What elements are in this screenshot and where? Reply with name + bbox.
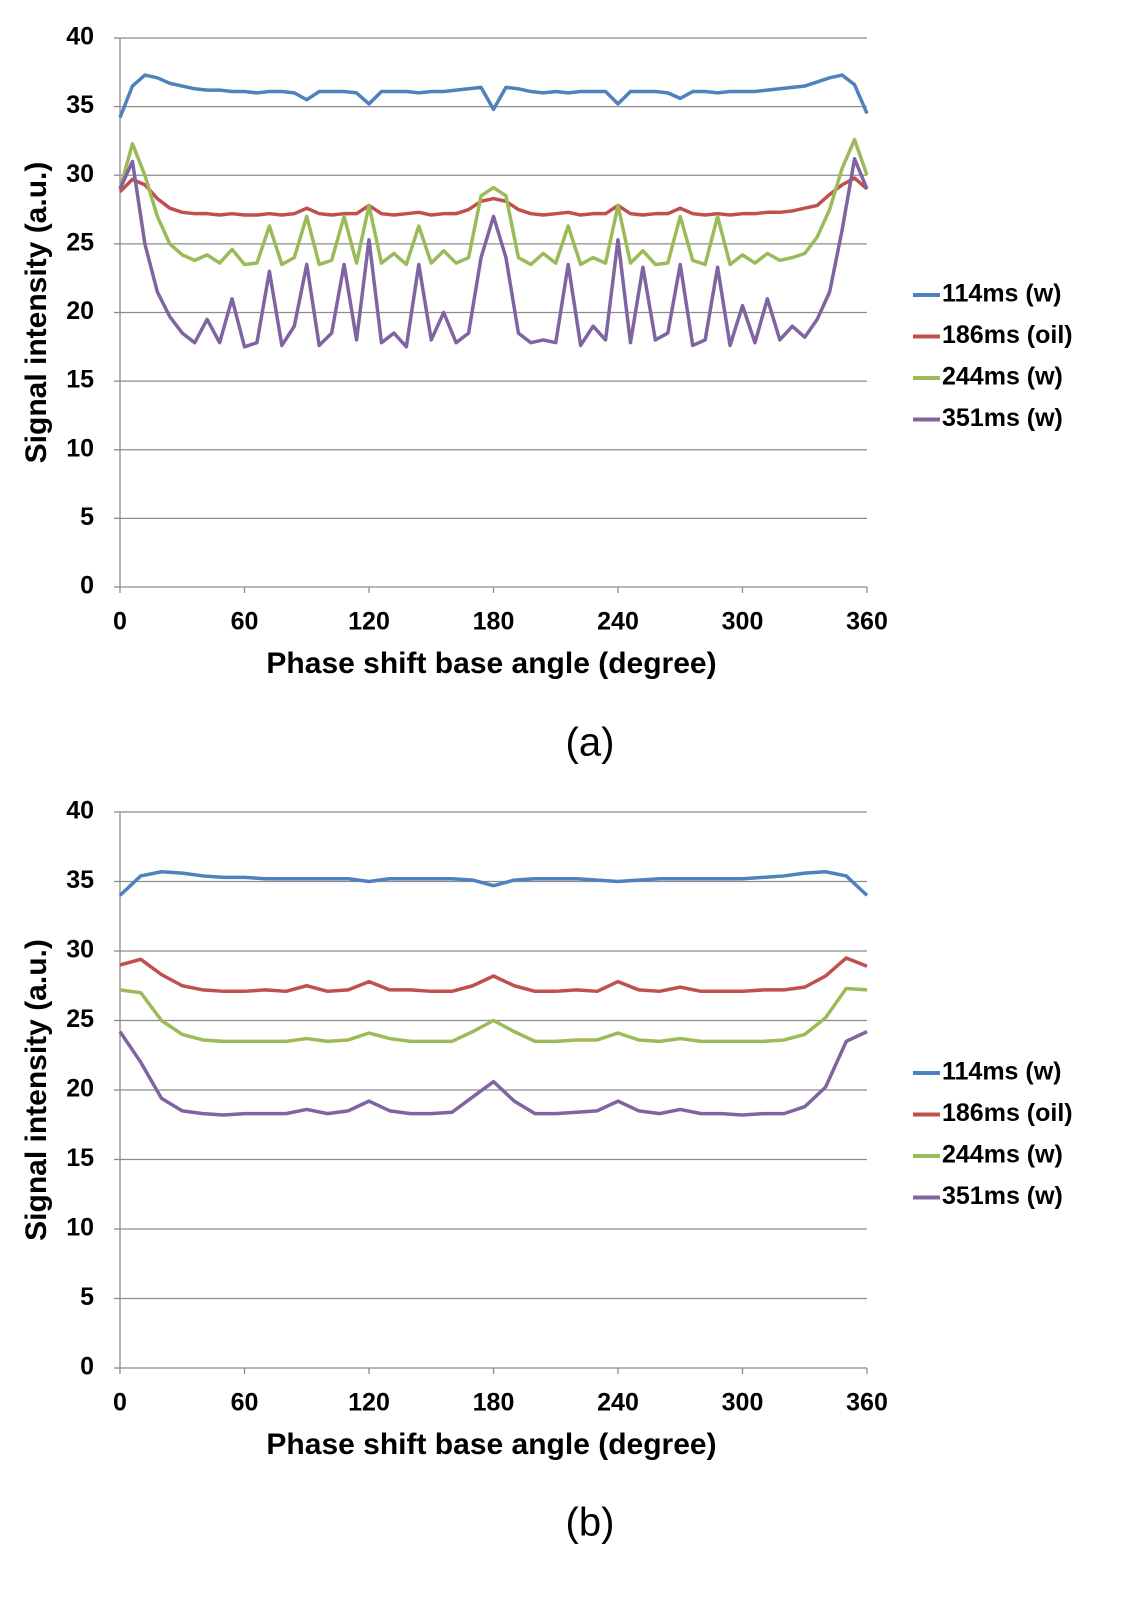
x-tick-label: 240 (597, 1389, 639, 1417)
y-tick-label: 0 (80, 1353, 94, 1381)
x-tick-label: 360 (846, 1389, 888, 1417)
legend-label: 351ms (w) (942, 1182, 1063, 1210)
series-line (118, 157, 869, 349)
y-tick-label: 40 (66, 23, 94, 51)
y-tick-label: 10 (66, 434, 94, 462)
y-tick-label: 5 (80, 1283, 94, 1311)
series-line (119, 986, 868, 1044)
y-axis-title: Signal intensity (a.u.) (20, 939, 53, 1241)
x-tick-label: 0 (113, 608, 127, 636)
x-tick-label: 240 (597, 608, 639, 636)
series-line (119, 956, 868, 994)
y-tick-label: 35 (66, 866, 94, 894)
x-tick-label: 300 (722, 1389, 764, 1417)
y-tick-label: 5 (80, 503, 94, 531)
series-line (118, 176, 869, 217)
legend-label: 186ms (oil) (942, 1099, 1073, 1127)
x-tick-label: 120 (348, 1389, 390, 1417)
x-tick-label: 120 (348, 608, 390, 636)
y-tick-label: 0 (80, 572, 94, 600)
y-tick-label: 30 (66, 936, 94, 964)
y-axis-title: Signal intensity (a.u.) (20, 162, 53, 464)
y-tick-label: 20 (66, 297, 94, 325)
series-line (118, 870, 869, 897)
y-tick-label: 25 (66, 1005, 94, 1033)
y-tick-label: 10 (66, 1214, 94, 1242)
legend-label: 114ms (w) (942, 280, 1062, 308)
x-tick-label: 60 (231, 608, 259, 636)
caption: (b) (566, 1501, 615, 1545)
legend-label: 186ms (oil) (942, 321, 1073, 349)
x-tick-label: 60 (231, 1389, 259, 1417)
y-tick-label: 25 (66, 228, 94, 256)
legend-label: 114ms (w) (942, 1058, 1062, 1086)
legend-label: 244ms (w) (942, 363, 1063, 391)
x-tick-label: 180 (473, 1389, 515, 1417)
y-tick-label: 15 (66, 366, 94, 394)
x-tick-label: 180 (473, 608, 515, 636)
x-tick-label: 360 (846, 608, 888, 636)
legend-label: 244ms (w) (942, 1141, 1063, 1169)
caption: (a) (566, 721, 615, 765)
y-tick-label: 40 (66, 797, 94, 825)
y-tick-label: 20 (66, 1075, 94, 1103)
y-tick-label: 15 (66, 1144, 94, 1172)
x-tick-label: 0 (113, 1389, 127, 1417)
series-line (118, 1030, 868, 1117)
y-tick-label: 30 (66, 160, 94, 188)
x-axis-title: Phase shift base angle (degree) (266, 1428, 716, 1461)
legend-label: 351ms (w) (942, 404, 1063, 432)
series-line (118, 137, 869, 267)
y-tick-label: 35 (66, 91, 94, 119)
x-tick-label: 300 (722, 608, 764, 636)
series-line (118, 73, 869, 119)
x-axis-title: Phase shift base angle (degree) (266, 647, 716, 680)
